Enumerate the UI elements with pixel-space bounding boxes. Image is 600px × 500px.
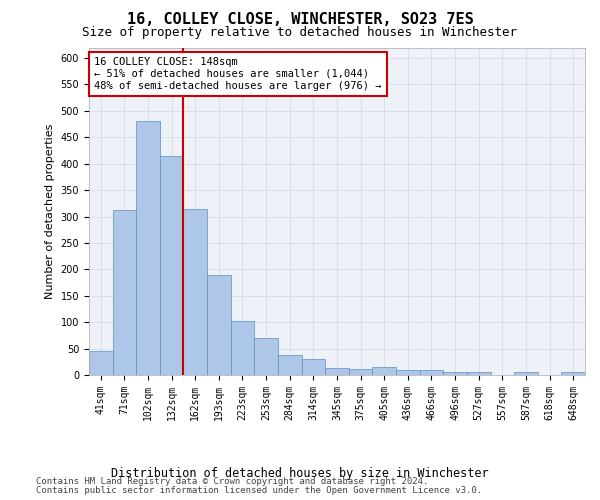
Text: Contains public sector information licensed under the Open Government Licence v3: Contains public sector information licen… [36,486,482,495]
Bar [396,370,419,375]
Bar [278,356,302,375]
Text: Contains HM Land Registry data © Crown copyright and database right 2024.: Contains HM Land Registry data © Crown c… [36,477,428,486]
Bar [325,368,349,375]
Bar [184,209,207,375]
Bar [302,359,325,375]
Bar [467,372,491,375]
Bar [419,370,443,375]
Text: 16 COLLEY CLOSE: 148sqm
← 51% of detached houses are smaller (1,044)
48% of semi: 16 COLLEY CLOSE: 148sqm ← 51% of detache… [94,58,382,90]
Bar [136,122,160,375]
Text: Size of property relative to detached houses in Winchester: Size of property relative to detached ho… [83,26,517,39]
Bar [514,372,538,375]
Bar [349,368,373,375]
Bar [113,210,136,375]
Bar [89,350,113,375]
Text: Distribution of detached houses by size in Winchester: Distribution of detached houses by size … [111,468,489,480]
Text: 16, COLLEY CLOSE, WINCHESTER, SO23 7ES: 16, COLLEY CLOSE, WINCHESTER, SO23 7ES [127,12,473,28]
Y-axis label: Number of detached properties: Number of detached properties [45,124,55,299]
Bar [230,320,254,375]
Bar [160,156,184,375]
Bar [373,367,396,375]
Bar [443,372,467,375]
Bar [207,274,230,375]
Bar [562,372,585,375]
Bar [254,338,278,375]
